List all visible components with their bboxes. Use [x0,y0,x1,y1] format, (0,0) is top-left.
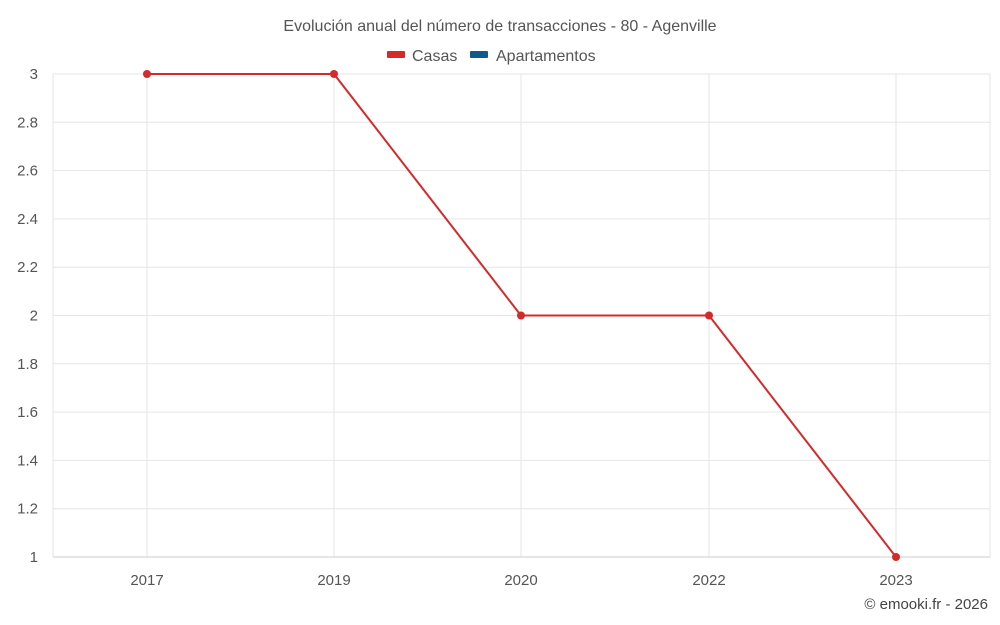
y-tick-label: 2.6 [17,163,38,180]
x-tick-label: 2023 [879,572,912,589]
y-tick-label: 2.4 [17,211,38,228]
legend-swatch-casas [387,51,405,58]
x-tick-label: 2022 [692,572,725,589]
legend-swatch-apartamentos [470,51,488,58]
y-tick-label: 2.2 [17,259,38,276]
x-axis: 2017 2019 2020 2022 2023 [53,556,990,589]
y-tick-label: 3 [30,66,38,83]
data-point-casas[interactable] [517,311,525,320]
data-point-casas[interactable] [705,311,713,320]
series-layer [143,70,900,561]
x-tick-label: 2020 [504,572,537,589]
data-point-casas[interactable] [143,70,151,78]
data-point-casas[interactable] [330,70,338,78]
y-tick-label: 1.4 [17,452,38,469]
credit-text: © emooki.fr - 2026 [864,596,988,613]
chart-title: Evolución anual del número de transaccio… [283,18,716,35]
y-tick-label: 2.8 [17,114,38,131]
y-tick-label: 1.2 [17,501,38,518]
legend-label-casas: Casas [412,48,457,65]
vertical-gridlines [52,74,991,557]
y-axis: 1 1.2 1.4 1.6 1.8 2 2.2 2.4 2.6 2.8 3 [17,66,38,566]
y-tick-label: 1.6 [17,404,38,421]
legend-item-apartamentos[interactable]: Apartamentos [470,48,596,65]
y-tick-label: 2 [30,308,38,325]
legend-label-apartamentos: Apartamentos [496,48,596,65]
legend: Casas Apartamentos [387,48,596,65]
y-tick-label: 1 [30,549,38,566]
x-tick-label: 2019 [317,572,350,589]
data-point-casas[interactable] [892,553,900,561]
legend-item-casas[interactable]: Casas [387,48,457,65]
y-tick-label: 1.8 [17,356,38,373]
x-tick-label: 2017 [130,572,163,589]
